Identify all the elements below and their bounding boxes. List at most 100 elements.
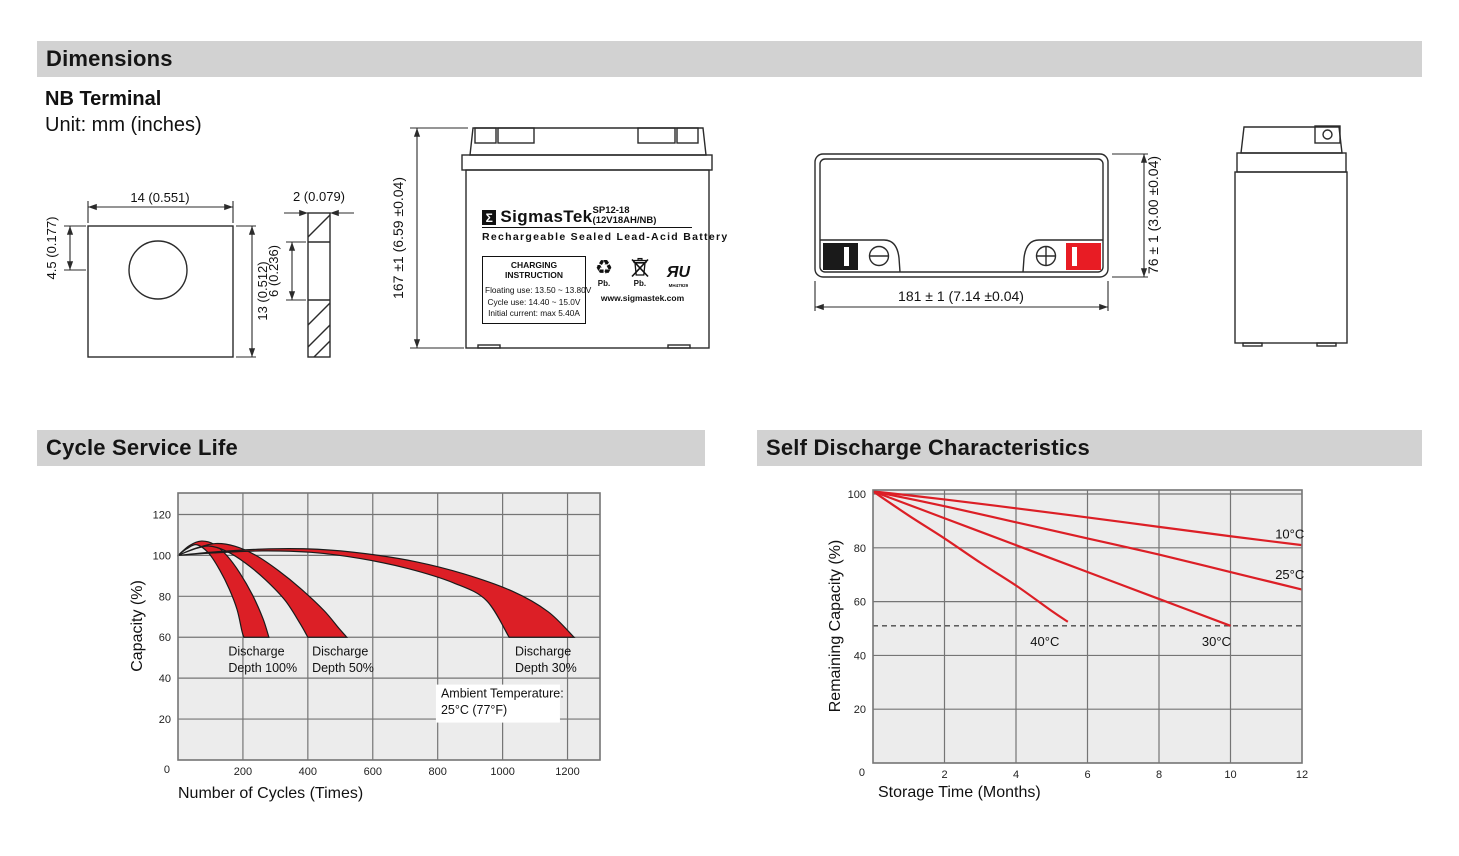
ul-file-number: MH47929 bbox=[668, 283, 689, 288]
annotation-depth-50: Depth 50% bbox=[312, 661, 374, 675]
series-30-c bbox=[872, 490, 1231, 627]
charging-line-cycle: Cycle use: 14.40 ~ 15.0V bbox=[487, 296, 581, 307]
series-label-25-c: 25°C bbox=[1275, 567, 1304, 582]
cycle-service-life-chart: 20 40 60 80 100 120 200 400 600 800 1000 1200 0 Disch… bbox=[129, 492, 601, 802]
charging-title: CHARGING INSTRUCTION bbox=[504, 260, 564, 280]
battery-foot bbox=[667, 344, 691, 349]
charging-line-initial: Initial current: max 5.40A bbox=[488, 308, 580, 318]
plot-border bbox=[177, 492, 601, 761]
svg-text:1200: 1200 bbox=[555, 766, 579, 778]
pb-recycle-label: Pb. bbox=[597, 279, 611, 288]
svg-text:100: 100 bbox=[848, 489, 866, 501]
annotation-depth-30: Depth 30% bbox=[515, 661, 577, 675]
terminal-side-outline bbox=[307, 212, 331, 358]
svg-text:120: 120 bbox=[153, 509, 171, 521]
compliance-icons-row: ♻ Pb. Pb. ЯU MH47929 bbox=[593, 256, 692, 288]
pb-bin-label: Pb. bbox=[633, 279, 647, 288]
battery-side-outline bbox=[1234, 125, 1348, 347]
band-discharge-depth-30 bbox=[177, 547, 576, 638]
terminal-slot-dim: 6 (0.236) bbox=[266, 245, 281, 297]
terminal-front-dimensions: 14 (0.551) 13 (0.512) 4.5 (0.177) bbox=[44, 190, 270, 358]
battery-top-outline bbox=[814, 153, 1109, 278]
battery-front-outline bbox=[461, 127, 713, 349]
svg-text:100: 100 bbox=[153, 550, 171, 562]
unit-note: Unit: mm (inches) bbox=[45, 114, 202, 136]
lid-flange bbox=[461, 154, 713, 171]
terminal-front-drawing: 14 (0.551) 13 (0.512) 4.5 (0.177) bbox=[44, 190, 270, 358]
terminal-pads bbox=[823, 243, 1101, 270]
svg-text:2: 2 bbox=[941, 769, 947, 781]
battery-foot bbox=[1316, 342, 1337, 347]
tick-labels: 20 40 60 80 100 120 200 400 600 800 1000 1200 0 bbox=[153, 509, 580, 778]
battery-front-view: 167 ±1 (6.59 ±0.04) bbox=[390, 127, 713, 349]
positive-pad-slot bbox=[1072, 247, 1077, 266]
weee-bin-pb-icon: Pb. bbox=[631, 256, 649, 288]
sigma-logo-icon: Σ bbox=[482, 210, 497, 225]
terminal-hole bbox=[128, 240, 188, 300]
brand-name: SigmasTek bbox=[500, 207, 593, 226]
svg-text:4: 4 bbox=[1013, 769, 1019, 781]
tick-labels: 20 40 60 80 100 2 4 6 8 10 12 0 bbox=[848, 489, 1308, 781]
recycle-pb-icon: ♻ Pb. bbox=[595, 256, 613, 288]
battery-body bbox=[465, 169, 710, 349]
series-25-c bbox=[872, 490, 1303, 591]
battery-depth-dim: 76 ± 1 (3.00 ±0.04) bbox=[1145, 156, 1161, 274]
band-discharge-depth-100 bbox=[177, 540, 270, 638]
plot-border bbox=[872, 489, 1303, 764]
battery-top-view: 181 ± 1 (7.14 ±0.04) 76 ± 1 (3.00 ±0.04) bbox=[814, 153, 1161, 311]
recycle-icon: ♻ bbox=[595, 255, 613, 279]
ul-mark-icon: ЯU MH47929 bbox=[667, 263, 690, 288]
positive-terminal-pad bbox=[1066, 243, 1101, 270]
battery-width-dim: 181 ± 1 (7.14 ±0.04) bbox=[898, 288, 1024, 304]
terminal-side-dimensions: 2 (0.079) 6 (0.236) bbox=[266, 189, 354, 301]
dimensions-section-bar: Dimensions bbox=[37, 41, 1422, 77]
annotation-discharge: Discharge bbox=[312, 645, 368, 659]
side-battery-body bbox=[1234, 171, 1348, 344]
y-axis-title: Capacity (%) bbox=[129, 580, 146, 672]
hatch-line bbox=[307, 214, 331, 238]
x-axis-title: Storage Time (Months) bbox=[878, 784, 1041, 801]
battery-product-label: Σ SigmasTek SP12-18 (12V18AH/NB) Recharg… bbox=[482, 205, 727, 324]
charging-line-floating: Floating use: 13.50 ~ 13.80V bbox=[485, 285, 592, 295]
y-axis-title: Remaining Capacity (%) bbox=[827, 540, 844, 713]
terminal-side-drawing: 2 (0.079) 6 (0.236) bbox=[266, 189, 354, 358]
cycle-life-section-bar: Cycle Service Life bbox=[37, 430, 705, 466]
svg-text:12: 12 bbox=[1296, 769, 1308, 781]
svg-text:20: 20 bbox=[159, 714, 171, 726]
svg-text:8: 8 bbox=[1156, 769, 1162, 781]
hatch-line bbox=[307, 302, 331, 326]
terminal-plate-outline bbox=[87, 225, 234, 358]
dimensions-title: Dimensions bbox=[46, 46, 173, 71]
series-label-30-c: 30°C bbox=[1202, 634, 1231, 649]
ul-recognized-mark: ЯU bbox=[666, 264, 690, 281]
self-discharge-title: Self Discharge Characteristics bbox=[766, 435, 1090, 460]
annotation-box bbox=[435, 684, 560, 723]
self-discharge-chart: 20 40 60 80 100 2 4 6 8 10 12 0 10°C 25°C 40°C 30°C Stor… bbox=[827, 489, 1308, 801]
terminal-bump bbox=[637, 127, 676, 144]
svg-text:0: 0 bbox=[164, 764, 170, 776]
annotation-ambient-temperature: Ambient Temperature: bbox=[441, 687, 564, 701]
side-terminal-hole bbox=[1322, 129, 1333, 140]
svg-text:1000: 1000 bbox=[490, 766, 514, 778]
terminal-bump bbox=[676, 127, 699, 144]
terminal-type-heading: NB Terminal bbox=[45, 88, 162, 110]
terminal-bump bbox=[474, 127, 497, 144]
negative-terminal-notch bbox=[820, 239, 901, 273]
battery-foot bbox=[477, 344, 501, 349]
svg-text:20: 20 bbox=[854, 704, 866, 716]
svg-text:40: 40 bbox=[159, 673, 171, 685]
series-label-40-c: 40°C bbox=[1030, 634, 1059, 649]
website-url: www.sigmastek.com bbox=[600, 293, 685, 303]
label-lower-row: CHARGING INSTRUCTION Floating use: 13.50… bbox=[482, 256, 692, 324]
svg-text:600: 600 bbox=[364, 766, 382, 778]
band-discharge-depth-50 bbox=[177, 542, 349, 638]
series-10-c bbox=[872, 490, 1303, 547]
svg-text:400: 400 bbox=[299, 766, 317, 778]
svg-text:10: 10 bbox=[1224, 769, 1236, 781]
model-number: SP12-18 (12V18AH/NB) bbox=[592, 205, 657, 226]
battery-top-dimensions: 181 ± 1 (7.14 ±0.04) 76 ± 1 (3.00 ±0.04) bbox=[814, 153, 1161, 311]
svg-text:60: 60 bbox=[159, 632, 171, 644]
svg-text:80: 80 bbox=[854, 543, 866, 555]
svg-text:6: 6 bbox=[1084, 769, 1090, 781]
